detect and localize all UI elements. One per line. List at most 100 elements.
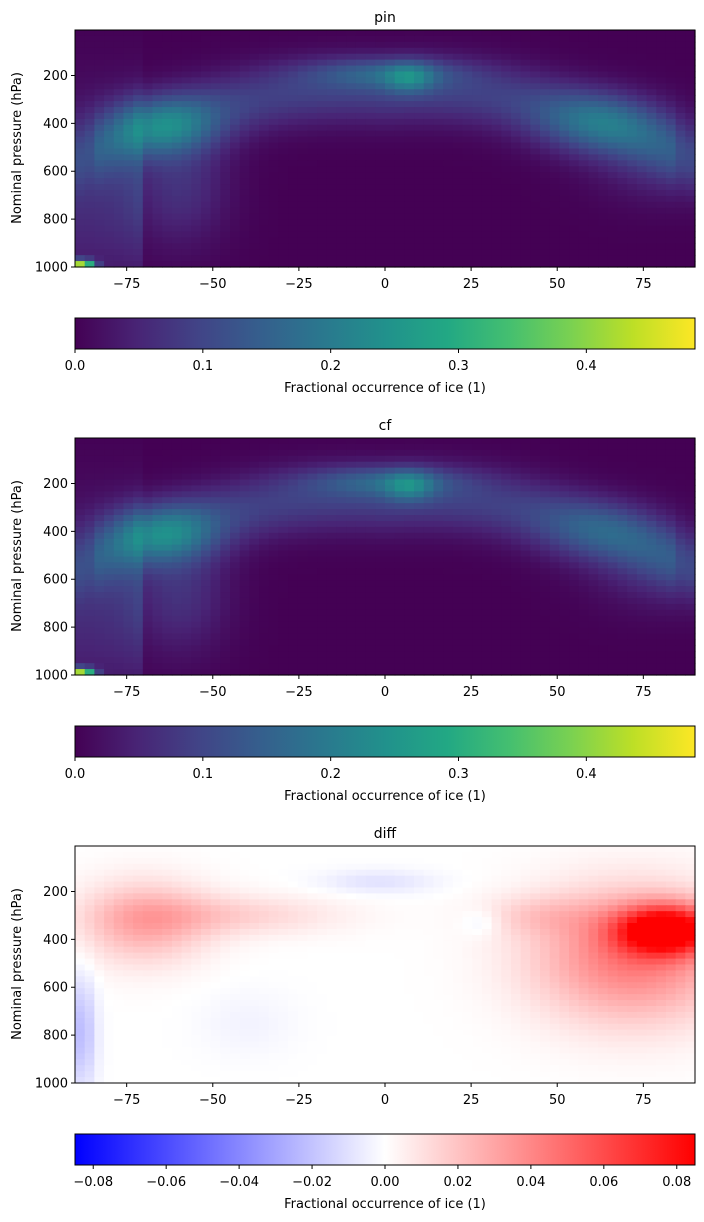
heatmap-cell: [269, 551, 279, 558]
heatmap-cell: [482, 479, 492, 486]
heatmap-cell: [550, 634, 560, 641]
heatmap-cell: [182, 586, 192, 593]
heatmap-cell: [482, 551, 492, 558]
heatmap-cell: [94, 154, 104, 161]
heatmap-cell: [685, 634, 695, 641]
heatmap-cell: [220, 89, 230, 96]
heatmap-cell: [666, 592, 676, 599]
heatmap-cell: [143, 220, 153, 227]
heatmap-cell: [579, 172, 589, 179]
heatmap-cell: [94, 509, 104, 516]
heatmap-cell: [579, 208, 589, 215]
heatmap-cell: [269, 462, 279, 469]
heatmap-cell: [579, 586, 589, 593]
heatmap-cell: [433, 36, 443, 43]
heatmap-cell: [637, 66, 647, 73]
heatmap-cell: [356, 243, 366, 250]
heatmap-cell: [463, 539, 473, 546]
heatmap-cell: [114, 456, 124, 463]
heatmap-cell: [666, 196, 676, 203]
heatmap-cell: [453, 574, 463, 581]
heatmap-cell: [317, 249, 327, 256]
heatmap-cell: [559, 54, 569, 61]
heatmap-cell: [598, 178, 608, 185]
heatmap-cell: [385, 497, 395, 504]
heatmap-cell: [588, 36, 598, 43]
heatmap-cell: [269, 539, 279, 546]
heatmap-cell: [172, 101, 182, 108]
heatmap-cell: [269, 574, 279, 581]
heatmap-cell: [288, 562, 298, 569]
heatmap-cell: [317, 485, 327, 492]
heatmap-cell: [278, 622, 288, 629]
heatmap-cell: [685, 107, 695, 114]
heatmap-cell: [114, 574, 124, 581]
heatmap-cell: [240, 491, 250, 498]
heatmap-cell: [230, 616, 240, 623]
heatmap-cell: [337, 208, 347, 215]
heatmap-cell: [356, 166, 366, 173]
heatmap-cell: [579, 604, 589, 611]
heatmap-cell: [637, 131, 647, 138]
heatmap-cell: [647, 101, 657, 108]
heatmap-cell: [521, 551, 531, 558]
heatmap-cell: [220, 521, 230, 528]
heatmap-cell: [288, 604, 298, 611]
heatmap-cell: [472, 634, 482, 641]
heatmap-cell: [94, 539, 104, 546]
heatmap-cell: [618, 521, 628, 528]
heatmap-cell: [346, 208, 356, 215]
heatmap-cell: [75, 651, 85, 658]
heatmap-cell: [94, 645, 104, 652]
heatmap-cell: [162, 598, 172, 605]
heatmap-cell: [356, 107, 366, 114]
heatmap-cell: [627, 154, 637, 161]
heatmap-cell: [588, 533, 598, 540]
heatmap-cell: [104, 580, 114, 587]
heatmap-cell: [618, 485, 628, 492]
heatmap-cell: [530, 592, 540, 599]
heatmap-cell: [540, 48, 550, 55]
heatmap-cell: [240, 113, 250, 120]
heatmap-cell: [327, 468, 337, 475]
heatmap-cell: [598, 77, 608, 84]
heatmap-cell: [143, 149, 153, 156]
heatmap-cell: [201, 54, 211, 61]
heatmap-cell: [162, 255, 172, 262]
heatmap-cell: [608, 527, 618, 534]
heatmap-cell: [472, 125, 482, 132]
heatmap-cell: [550, 509, 560, 516]
heatmap-cell: [385, 545, 395, 552]
heatmap-cell: [511, 196, 521, 203]
heatmap-cell: [463, 154, 473, 161]
heatmap-cell: [598, 574, 608, 581]
heatmap-cell: [608, 580, 618, 587]
heatmap-cell: [395, 48, 405, 55]
heatmap-cell: [356, 160, 366, 167]
heatmap-cell: [550, 149, 560, 156]
heatmap-cell: [211, 515, 221, 522]
heatmap-cell: [559, 255, 569, 262]
heatmap-cell: [123, 196, 133, 203]
heatmap-cell: [133, 521, 143, 528]
heatmap-cell: [143, 604, 153, 611]
heatmap-cell: [433, 220, 443, 227]
heatmap-cell: [685, 509, 695, 516]
heatmap-cell: [569, 154, 579, 161]
heatmap-cell: [559, 30, 569, 37]
heatmap-cell: [385, 533, 395, 540]
heatmap-cell: [220, 208, 230, 215]
heatmap-cell: [627, 220, 637, 227]
heatmap-cell: [133, 231, 143, 238]
heatmap-cell: [414, 119, 424, 126]
heatmap-cell: [172, 521, 182, 528]
heatmap-cell: [530, 226, 540, 233]
heatmap-cell: [143, 634, 153, 641]
heatmap-cell: [666, 562, 676, 569]
heatmap-cell: [75, 604, 85, 611]
heatmap-cell: [463, 48, 473, 55]
heatmap-cell: [356, 592, 366, 599]
heatmap-cell: [259, 243, 269, 250]
heatmap-cell: [75, 77, 85, 84]
heatmap-cell: [346, 527, 356, 534]
